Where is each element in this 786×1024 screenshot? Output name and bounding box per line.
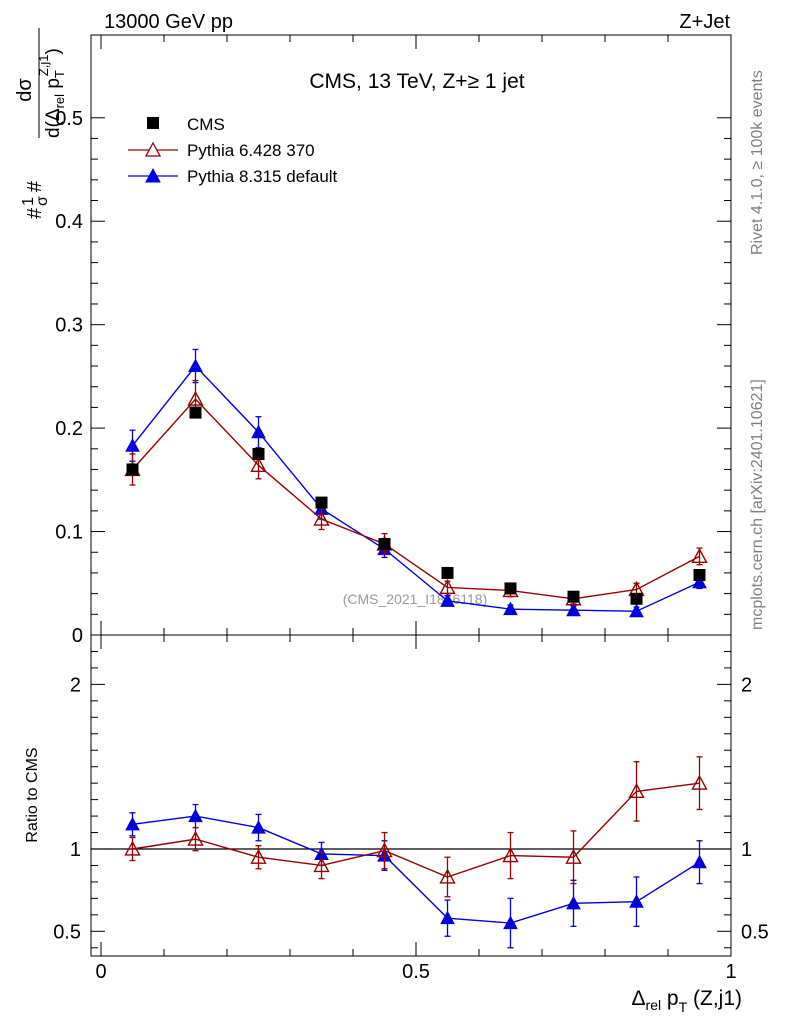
x-tick-label: 0.5 xyxy=(402,961,430,983)
main-point-pythia-6-428-370 xyxy=(313,510,330,526)
main-y-tick-label: 0.3 xyxy=(55,315,83,337)
main-y-tick-label: 0.5 xyxy=(55,108,83,130)
ylabel-den-sup: Z,j1 xyxy=(36,54,51,76)
main-point-cms xyxy=(567,590,580,603)
ratio-point-pythia-6-428-370 xyxy=(628,782,645,799)
ratio-point-pythia-6-428-370 xyxy=(313,856,330,873)
xlabel-rest: (Z,j1) xyxy=(687,987,742,1010)
legend-marker-cms xyxy=(147,117,159,129)
main-series-line-pythia-8-315-default xyxy=(131,364,700,612)
ratio-point-pythia-8-315-default xyxy=(440,910,455,925)
ratio-y-tick-label-right: 1 xyxy=(741,839,752,861)
ratio-point-pythia-6-428-370 xyxy=(376,842,393,858)
ratio-point-pythia-8-315-default xyxy=(251,820,266,834)
main-point-pythia-8-315-default xyxy=(125,438,140,452)
svg-text:#1σ#: #1σ# xyxy=(20,180,51,219)
main-y-axis-label: #1σ# dσ d(Δrel pTZ,j1) xyxy=(14,28,67,219)
xlabel-rel: rel xyxy=(646,997,662,1013)
ylabel-den-T: T xyxy=(52,70,67,78)
main-point-pythia-6-428-370 xyxy=(187,390,204,406)
main-point-pythia-6-428-370 xyxy=(691,547,708,564)
ylabel-den-rel: rel xyxy=(52,94,67,109)
ratio-panel-frame xyxy=(90,634,732,957)
ratio-y-tick-label-right: 0.5 xyxy=(741,921,769,943)
main-point-cms xyxy=(189,406,202,419)
ratio-plot-layer: 0 0.5 10.5 0.51 12 2 xyxy=(53,635,769,983)
ylabel-den-close: ) xyxy=(43,48,64,54)
ylabel-den-d: d(Δ xyxy=(43,108,64,138)
ratio-point-pythia-8-315-default xyxy=(125,816,140,831)
ratio-point-pythia-8-315-default xyxy=(566,895,581,910)
xlabel-p: p xyxy=(661,987,679,1010)
main-point-cms xyxy=(378,537,391,550)
rivet-side-label: Rivet 4.1.0, ≥ 100k events xyxy=(749,70,766,255)
ratio-point-pythia-8-315-default xyxy=(629,894,644,908)
watermark: (CMS_2021_I1866118) xyxy=(343,591,488,607)
xlabel-T: T xyxy=(679,999,688,1015)
ratio-point-pythia-6-428-370 xyxy=(124,840,141,856)
ratio-point-pythia-6-428-370 xyxy=(187,830,204,846)
xlabel-delta: Δ xyxy=(632,987,646,1010)
main-point-cms xyxy=(252,447,265,460)
main-point-pythia-6-428-370 xyxy=(250,456,267,472)
legend-marker-pythia6 xyxy=(144,141,162,157)
ratio-y-axis-label: Ratio to CMS xyxy=(24,747,41,842)
ratio-point-pythia-6-428-370 xyxy=(565,848,582,864)
x-tick-label: 1 xyxy=(725,961,736,983)
process-label: Z+Jet xyxy=(679,11,730,33)
ratio-point-pythia-8-315-default xyxy=(188,808,203,823)
energy-label: 13000 GeV pp xyxy=(104,11,233,33)
ratio-point-pythia-6-428-370 xyxy=(502,847,519,863)
ylabel-hash2: # xyxy=(24,180,46,192)
ratio-point-pythia-6-428-370 xyxy=(250,848,267,864)
legend-label-cms: CMS xyxy=(187,115,225,134)
x-tick-label: 0 xyxy=(95,961,106,983)
ylabel-dsigma: dσ xyxy=(14,78,36,102)
ratio-point-pythia-8-315-default xyxy=(692,854,707,869)
mcplots-side-label: mcplots.cern.ch [arXiv:2401.10621] xyxy=(749,379,766,630)
ratio-point-pythia-6-428-370 xyxy=(691,774,708,790)
main-point-pythia-8-315-default xyxy=(629,603,644,618)
ylabel-one: 1 xyxy=(20,197,37,206)
ratio-point-pythia-8-315-default xyxy=(503,915,518,930)
ratio-point-pythia-6-428-370 xyxy=(439,868,456,884)
x-axis-label: Δrel pT (Z,j1) xyxy=(632,987,743,1015)
ylabel-den-p: p xyxy=(43,78,64,94)
main-plot-layer: 0 0.1 0.2 0.3 0.4 0.5 xyxy=(55,35,732,647)
main-point-pythia-8-315-default xyxy=(440,593,455,607)
legend-label-pythia6: Pythia 6.428 370 xyxy=(187,141,315,160)
main-point-pythia-8-315-default xyxy=(566,602,581,617)
main-point-cms xyxy=(441,566,454,579)
main-y-tick-label: 0 xyxy=(72,625,83,647)
main-y-tick-label: 0.1 xyxy=(55,522,83,544)
main-point-pythia-8-315-default xyxy=(692,574,707,589)
main-point-pythia-8-315-default xyxy=(188,358,203,373)
main-point-pythia-6-428-370 xyxy=(439,578,456,595)
legend-marker-pythia8 xyxy=(145,167,161,183)
legend: CMS Pythia 6.428 370 Pythia 8.315 defaul… xyxy=(128,115,338,186)
ratio-y-tick-label: 0.5 xyxy=(53,921,81,943)
svg-text:d(Δrel pTZ,j1): d(Δrel pTZ,j1) xyxy=(36,48,67,138)
main-point-pythia-8-315-default xyxy=(251,424,266,439)
legend-label-pythia8: Pythia 8.315 default xyxy=(187,167,338,186)
ratio-series-line-pythia-8-315-default xyxy=(132,815,700,924)
main-point-cms xyxy=(630,592,643,605)
main-series-line-pythia-6-428-370 xyxy=(131,398,700,600)
ylabel-sigma: σ xyxy=(34,196,51,206)
plot-title: CMS, 13 TeV, Z+≥ 1 jet xyxy=(309,70,524,93)
main-point-cms xyxy=(504,582,517,595)
main-point-pythia-8-315-default xyxy=(503,601,518,616)
ratio-series-line-pythia-6-428-370 xyxy=(132,782,700,878)
ratio-y-tick-label: 1 xyxy=(70,839,81,861)
main-point-cms xyxy=(693,569,706,581)
ylabel-hash1: # xyxy=(24,207,46,219)
main-y-tick-label: 0.2 xyxy=(55,418,83,440)
main-y-tick-label: 0.4 xyxy=(55,211,83,233)
ratio-y-tick-label-right: 2 xyxy=(741,674,752,696)
main-point-cms xyxy=(315,496,328,509)
ratio-y-tick-label: 2 xyxy=(70,674,81,696)
main-point-cms xyxy=(126,463,139,476)
